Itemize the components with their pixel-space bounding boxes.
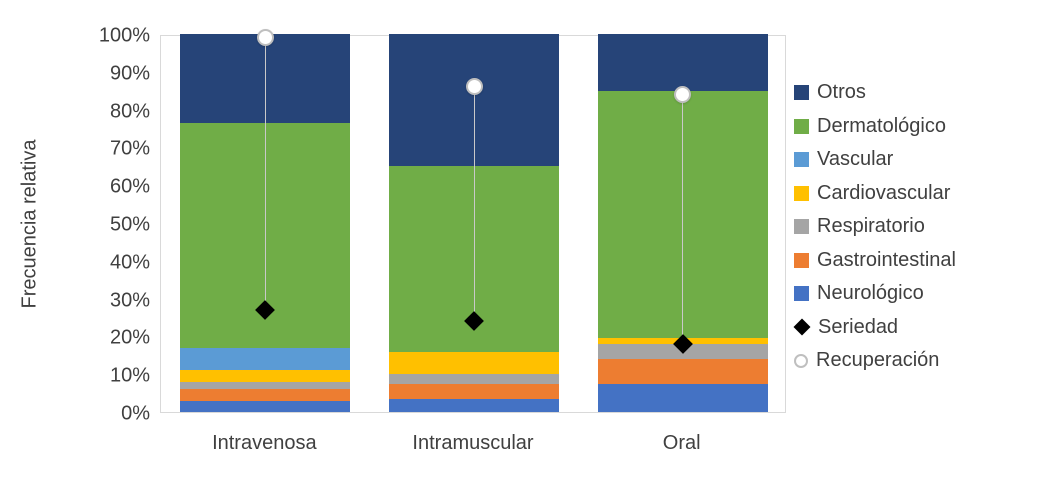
bar-segment-respiratorio xyxy=(180,381,351,390)
legend-square-icon xyxy=(794,286,809,302)
bar-segment-neurológico xyxy=(180,400,351,412)
marker-connector-line xyxy=(264,37,266,310)
legend-square-icon xyxy=(794,252,809,268)
legend-diamond-icon xyxy=(793,318,811,336)
legend-label: Dermatológico xyxy=(817,114,946,137)
bar-segment-gastrointestinal xyxy=(389,383,559,399)
legend-item-gastrointestinal: Gastrointestinal xyxy=(794,244,956,278)
legend-square-icon xyxy=(794,152,809,168)
legend-label: Neurológico xyxy=(817,282,924,305)
legend-label: Otros xyxy=(817,81,866,104)
legend-square-icon xyxy=(794,185,809,201)
legend-square-icon xyxy=(794,219,809,235)
legend-item-otros: Otros xyxy=(794,76,956,110)
y-tick-label: 0% xyxy=(121,402,150,425)
recuperacion-marker xyxy=(465,78,483,96)
bar-segment-neurológico xyxy=(389,398,559,412)
y-tick-label: 60% xyxy=(109,175,150,198)
bar-segment-cardiovascular xyxy=(389,351,559,375)
bar-segment-otros xyxy=(597,34,768,91)
bar-segment-neurológico xyxy=(597,383,768,412)
y-tick-label: 70% xyxy=(109,137,150,160)
legend-square-icon xyxy=(794,118,809,134)
y-tick-label: 50% xyxy=(109,213,150,236)
legend-item-respiratorio: Respiratorio xyxy=(794,210,956,244)
legend-label: Gastrointestinal xyxy=(817,248,956,271)
y-axis-title: Frecuencia relativa xyxy=(18,139,41,309)
x-category-label-intravenosa: Intravenosa xyxy=(212,432,317,454)
marker-connector-line xyxy=(682,94,684,344)
x-category-label-intramuscular: Intramuscular xyxy=(412,432,534,454)
recuperacion-marker xyxy=(674,85,692,103)
y-tick-label: 100% xyxy=(98,24,150,47)
legend-item-recuperación: Recuperación xyxy=(794,344,956,378)
legend-label: Vascular xyxy=(817,148,894,171)
legend-item-vascular: Vascular xyxy=(794,143,956,177)
legend-item-dermatológico: Dermatológico xyxy=(794,110,956,144)
recuperacion-marker xyxy=(256,29,274,47)
legend-item-neurológico: Neurológico xyxy=(794,277,956,311)
y-tick-label: 30% xyxy=(109,289,150,312)
legend-label: Recuperación xyxy=(816,349,940,372)
plot-area xyxy=(160,29,786,413)
x-category-label-oral: Oral xyxy=(662,432,701,454)
marker-connector-line xyxy=(473,86,475,322)
legend-label: Cardiovascular xyxy=(817,181,951,204)
y-tick-label: 40% xyxy=(109,251,150,274)
y-tick-label: 10% xyxy=(109,364,150,387)
bar-segment-cardiovascular xyxy=(180,370,351,382)
y-axis-ticks: 0% 10% 20% 30% 40% 50% 60% 70% 80% 90% 100% xyxy=(60,25,150,425)
bar-segment-respiratorio xyxy=(389,374,559,384)
legend-item-seriedad: Seriedad xyxy=(793,311,956,345)
legend: Otros Dermatológico Vascular Cardiovascular… xyxy=(793,76,956,378)
legend-item-cardiovascular: Cardiovascular xyxy=(794,177,956,211)
legend-square-icon xyxy=(794,85,809,101)
y-tick-label: 20% xyxy=(109,326,150,349)
legend-circle-icon xyxy=(794,353,808,368)
y-tick-label: 80% xyxy=(109,100,150,123)
legend-label: Respiratorio xyxy=(817,215,925,238)
y-tick-label: 90% xyxy=(109,62,150,85)
bar-segment-gastrointestinal xyxy=(597,359,768,384)
bar-segment-gastrointestinal xyxy=(180,389,351,401)
legend-label: Seriedad xyxy=(818,315,899,338)
bar-segment-vascular xyxy=(180,347,351,371)
